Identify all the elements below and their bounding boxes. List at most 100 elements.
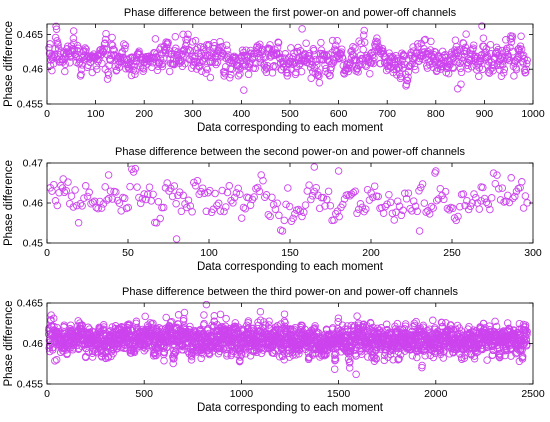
y-tick-label: 0.45 xyxy=(23,238,44,250)
x-axis-label: Data corresponding to each moment xyxy=(197,402,384,414)
scatter-point xyxy=(216,207,225,215)
scatter-point xyxy=(338,321,347,329)
scatter-point xyxy=(138,195,147,203)
x-tick-label: 0 xyxy=(44,388,50,400)
chart-title: Phase difference between the second powe… xyxy=(115,146,465,158)
chart-panel-2: Phase difference Data corresponding to e… xyxy=(3,146,542,273)
scatter-point xyxy=(115,199,124,207)
scatter-point xyxy=(370,182,379,190)
scatter-point xyxy=(429,316,437,325)
scatter-point xyxy=(183,203,191,212)
scatter-point xyxy=(502,346,511,355)
scatter-point xyxy=(522,329,530,337)
scatter-point xyxy=(503,319,512,327)
scatter-point xyxy=(236,64,245,73)
scatter-point xyxy=(241,204,250,213)
scatter-point xyxy=(323,195,331,204)
scatter-point xyxy=(349,51,358,60)
scatter-point xyxy=(206,57,214,66)
scatter-point xyxy=(242,349,250,358)
scatter-point xyxy=(184,196,193,205)
scatter-point xyxy=(149,319,157,328)
x-tick-label: 2000 xyxy=(424,388,448,400)
scatter-point xyxy=(126,182,134,191)
scatter-point xyxy=(46,40,54,48)
scatter-point xyxy=(251,59,260,68)
scatter-point xyxy=(280,216,289,225)
scatter-point xyxy=(278,352,287,361)
scatter-point xyxy=(183,48,191,56)
scatter-point xyxy=(222,41,231,49)
scatter-point xyxy=(205,51,214,60)
scatter-series xyxy=(46,163,531,243)
scatter-point xyxy=(108,33,116,42)
scatter-point xyxy=(240,86,248,94)
scatter-point xyxy=(314,68,322,76)
scatter-point xyxy=(355,37,363,45)
x-tick-label: 150 xyxy=(281,247,299,259)
x-tick-label: 700 xyxy=(378,108,396,120)
scatter-point xyxy=(52,22,60,31)
scatter-point xyxy=(350,55,359,64)
scatter-point xyxy=(509,194,517,202)
scatter-point xyxy=(273,322,282,330)
scatter-point xyxy=(343,322,352,330)
scatter-point xyxy=(444,69,453,78)
scatter-point xyxy=(57,181,65,190)
y-tick-label: 0.465 xyxy=(17,29,43,41)
scatter-point xyxy=(431,324,439,332)
scatter-point xyxy=(223,188,232,197)
chart-title: Phase difference between the first power… xyxy=(124,7,457,19)
scatter-point xyxy=(516,50,524,59)
scatter-point xyxy=(493,61,502,70)
scatter-point xyxy=(186,322,194,331)
scatter-point xyxy=(330,365,339,373)
scatter-point xyxy=(491,317,499,326)
scatter-point xyxy=(140,190,148,198)
x-tick-label: 0 xyxy=(44,247,50,259)
scatter-point xyxy=(191,181,200,190)
scatter-point xyxy=(372,355,380,363)
scatter-point xyxy=(442,319,450,327)
scatter-point xyxy=(397,211,406,220)
scatter-point xyxy=(393,197,402,205)
scatter-point xyxy=(298,212,306,221)
scatter-point xyxy=(512,349,520,358)
x-tick-label: 300 xyxy=(184,108,202,120)
scatter-point xyxy=(268,193,276,202)
scatter-point xyxy=(463,196,471,205)
scatter-point xyxy=(200,311,208,319)
scatter-point xyxy=(135,47,143,55)
scatter-point xyxy=(453,84,462,93)
scatter-point xyxy=(472,193,480,202)
x-tick-label: 500 xyxy=(135,388,153,400)
scatter-point xyxy=(259,53,268,61)
scatter-point xyxy=(257,171,265,179)
scatter-point xyxy=(244,70,253,79)
scatter-point xyxy=(256,307,265,316)
scatter-point xyxy=(111,52,120,60)
scatter-point xyxy=(301,201,310,209)
scatter-point xyxy=(421,35,430,44)
scatter-point xyxy=(61,67,69,76)
scatter-point xyxy=(478,22,486,30)
scatter-point xyxy=(145,183,154,191)
scatter-point xyxy=(462,344,471,353)
scatter-point xyxy=(522,326,530,335)
scatter-point xyxy=(334,314,343,322)
scatter-point xyxy=(418,361,426,370)
scatter-point xyxy=(60,188,69,197)
x-tick-label: 0 xyxy=(44,108,50,120)
y-tick-label: 0.46 xyxy=(23,198,44,210)
scatter-point xyxy=(452,325,460,333)
scatter-point xyxy=(459,39,467,47)
scatter-point xyxy=(369,57,377,65)
scatter-point xyxy=(368,51,377,60)
scatter-point xyxy=(61,60,70,68)
scatter-point xyxy=(511,192,519,201)
scatter-point xyxy=(89,198,97,207)
scatter-point xyxy=(356,200,365,208)
scatter-point xyxy=(339,200,347,209)
scatter-point xyxy=(401,189,409,198)
scatter-point xyxy=(218,186,226,195)
